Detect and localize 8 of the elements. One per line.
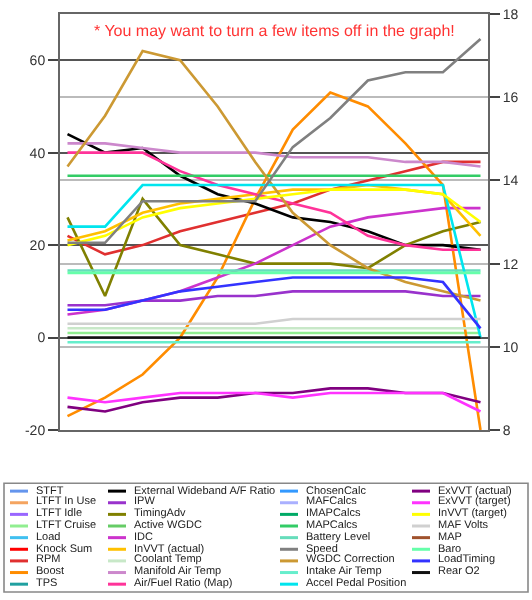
annotation: * You may want to turn a few items off in the graph! (94, 22, 455, 40)
line-series (66, 49, 482, 302)
line-series (66, 276, 482, 330)
line-series (66, 290, 482, 307)
line-series (66, 37, 482, 245)
line-series (66, 142, 482, 168)
line-series (66, 91, 482, 430)
line-series (66, 197, 482, 298)
